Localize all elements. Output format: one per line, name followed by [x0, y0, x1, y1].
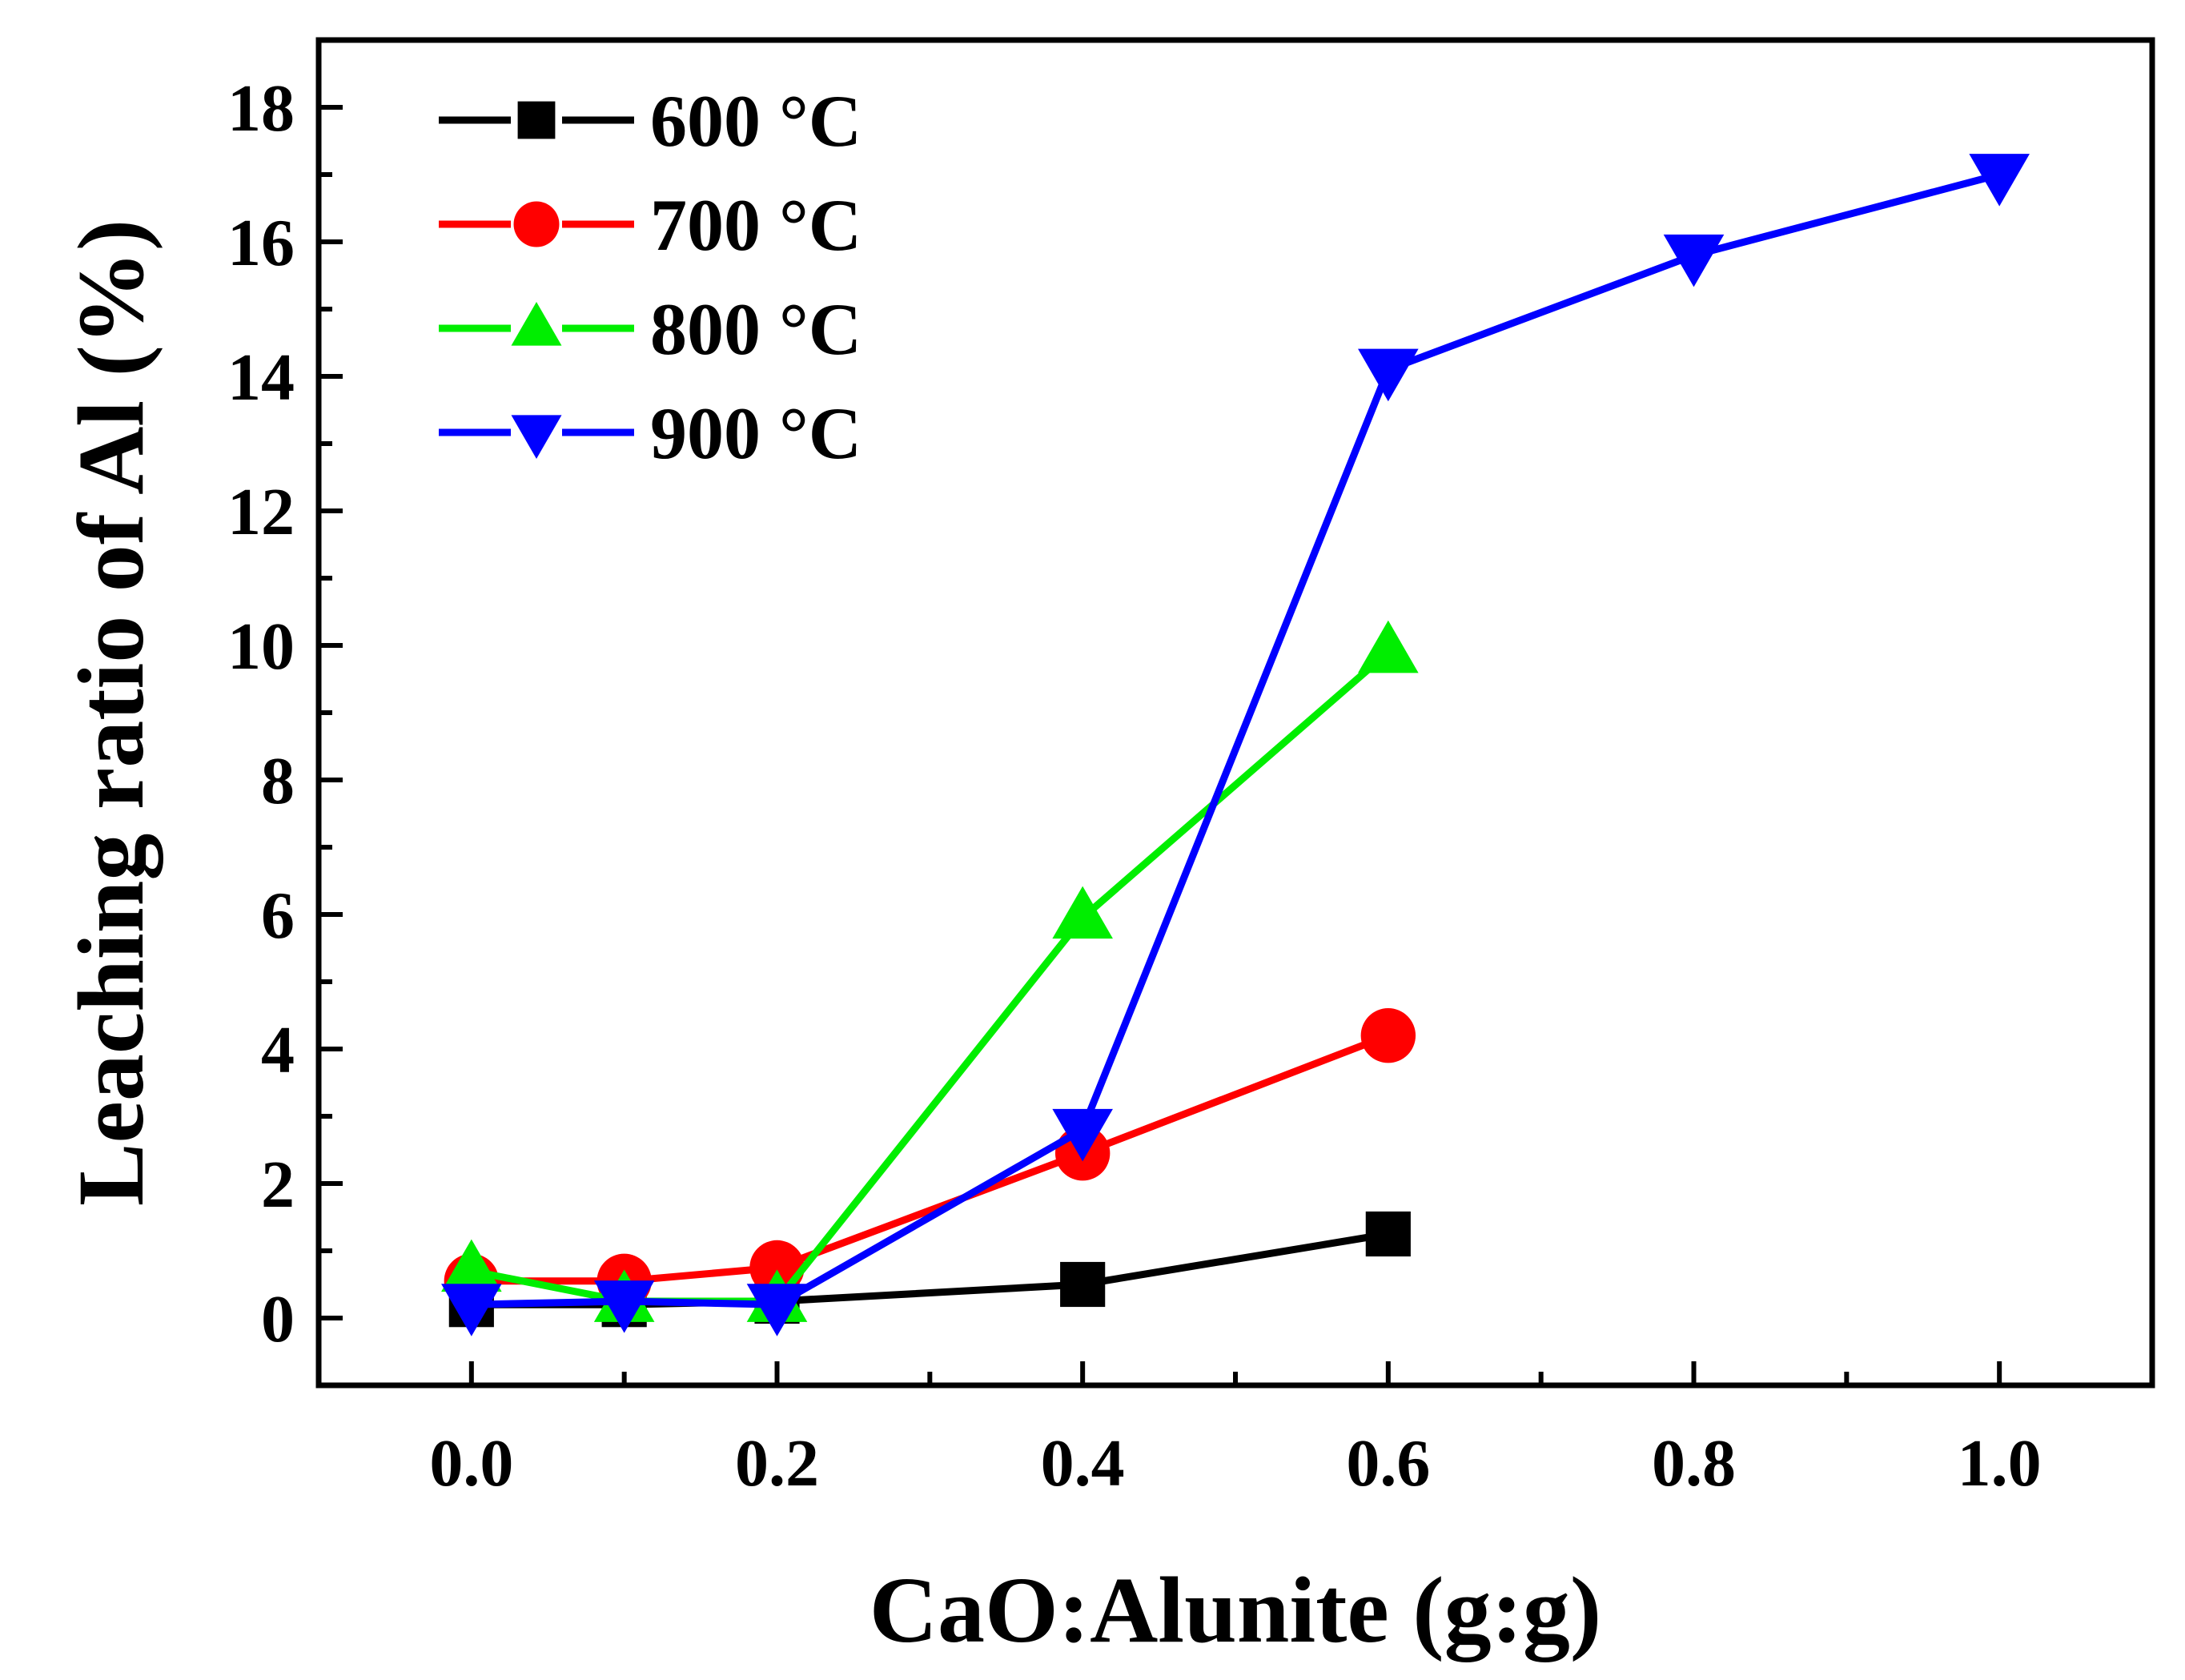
legend-entry: 800 °C	[439, 288, 862, 370]
y-tick-label: 14	[227, 340, 295, 415]
data-point	[593, 1280, 655, 1333]
data-point	[1365, 1211, 1411, 1257]
legend-marker	[517, 101, 556, 139]
legend-entry: 600 °C	[439, 80, 862, 162]
data-point	[441, 1239, 502, 1292]
y-axis-title: Leaching ratio of Al (%)	[58, 219, 163, 1206]
series-600-c	[448, 1211, 1411, 1328]
data-point	[441, 1284, 502, 1336]
legend-marker	[511, 302, 562, 346]
data-point	[1358, 348, 1419, 402]
x-tick-label: 1.0	[1958, 1426, 2042, 1501]
series-line	[471, 1032, 1390, 1285]
legend-entry: 900 °C	[439, 392, 862, 474]
y-axis-ticks: 0 2 4 6 8 10 12 14 16 18	[227, 71, 343, 1356]
legend-label: 900 °C	[650, 392, 862, 474]
x-tick-label: 0.2	[735, 1426, 819, 1501]
y-tick-label: 6	[261, 878, 295, 953]
data-point	[1358, 620, 1419, 673]
series-900-c	[441, 154, 2030, 1336]
data-point	[1360, 1008, 1416, 1063]
data-point	[746, 1284, 808, 1336]
legend-label: 600 °C	[650, 80, 862, 162]
legend-marker	[511, 415, 562, 459]
x-axis-ticks: 0.0 0.2 0.4 0.6 0.8 1.0	[429, 1361, 2042, 1501]
y-tick-label: 18	[227, 71, 295, 146]
y-tick-label: 10	[227, 609, 295, 684]
x-tick-label: 0.4	[1041, 1426, 1125, 1501]
legend-label: 800 °C	[650, 288, 862, 370]
series-line	[470, 649, 1391, 1305]
y-tick-label: 8	[261, 744, 295, 818]
data-point	[1969, 154, 2030, 207]
x-tick-label: 0.0	[429, 1426, 513, 1501]
data-point	[1663, 234, 1725, 287]
y-tick-label: 0	[261, 1282, 295, 1356]
legend: 600 °C 700 °C 800 °C 900 °C	[439, 80, 862, 474]
x-axis-title: CaO:Alunite (g:g)	[870, 1557, 1601, 1662]
data-point	[1052, 886, 1113, 939]
y-tick-label: 2	[261, 1147, 295, 1222]
legend-label: 700 °C	[650, 184, 862, 266]
series-700-c	[444, 1008, 1416, 1309]
y-tick-label: 12	[227, 475, 295, 549]
plot-frame	[315, 37, 2155, 1389]
data-point	[1060, 1261, 1106, 1308]
x-tick-label: 0.8	[1652, 1426, 1736, 1501]
x-tick-label: 0.6	[1346, 1426, 1430, 1501]
y-tick-label: 4	[261, 1013, 295, 1087]
series-layer	[441, 154, 2030, 1336]
data-point	[1052, 1108, 1113, 1162]
y-tick-label: 16	[227, 206, 295, 280]
legend-entry: 700 °C	[439, 184, 862, 266]
legend-marker	[513, 201, 560, 247]
